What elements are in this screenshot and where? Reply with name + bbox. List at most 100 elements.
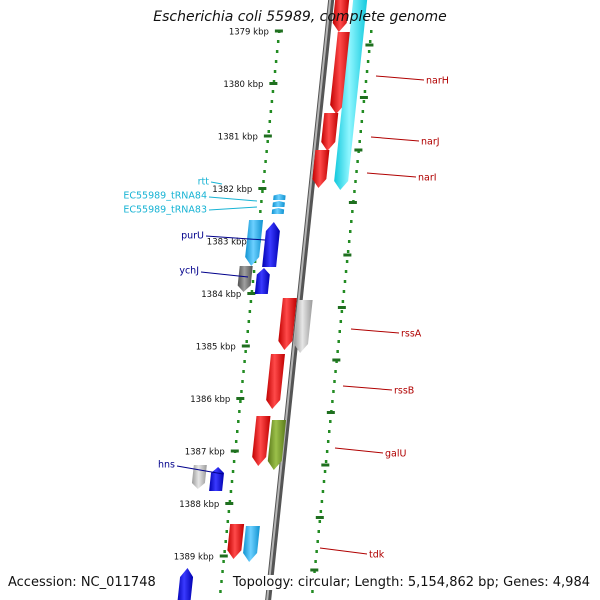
guide-dot-right — [368, 40, 372, 43]
guide-dot-left — [249, 300, 253, 303]
ruler-tick-right — [359, 96, 368, 99]
guide-dot-left — [245, 340, 248, 343]
guide-dot-right — [361, 110, 365, 113]
ruler-tick — [236, 397, 245, 400]
guide-dot-left — [263, 170, 266, 173]
gene-arrow-narG — [332, 0, 350, 32]
gene-label-ec55989_trna84: EC55989_tRNA84 — [123, 191, 207, 202]
ruler-tick-label: 1382 kbp — [212, 185, 252, 195]
gene-label-galu: galU — [385, 449, 406, 460]
guide-dot-right — [364, 80, 368, 83]
guide-dot-left — [221, 570, 224, 573]
gene-label-tdk: tdk — [369, 550, 385, 561]
guide-dot-right — [363, 90, 367, 93]
guide-dot-left — [231, 470, 235, 473]
gene-label-nari: narI — [418, 173, 437, 184]
gene-arrow-cyan-operon — [334, 0, 368, 190]
gene-label-puru: purU — [181, 231, 204, 242]
guide-dot-right — [359, 130, 362, 133]
guide-dot-left — [274, 60, 278, 63]
guide-dot-left — [266, 140, 269, 143]
gene-arrow-rssA-partner — [294, 300, 313, 353]
gene-arrow-lightblue — [245, 220, 264, 266]
gene-arrow-tdk — [243, 526, 260, 562]
guide-dot-right — [358, 140, 361, 143]
gene-leader-line — [366, 172, 417, 178]
guide-dot-left — [228, 500, 232, 503]
guide-dot-right — [324, 460, 328, 463]
gene-arrow-purU — [262, 222, 280, 267]
guide-dot-left — [261, 190, 264, 193]
gene-arrow-narJ — [321, 113, 339, 151]
guide-dot-right — [314, 560, 317, 563]
guide-dot-left — [234, 440, 238, 443]
gene-leader-line — [350, 328, 400, 334]
gene-arrow-hns — [209, 467, 224, 491]
ruler-tick-label: 1387 kbp — [185, 448, 225, 458]
guide-dot-right — [336, 350, 339, 353]
guide-dot-right — [337, 340, 340, 343]
guide-dot-left — [225, 530, 228, 533]
gene-arrow-galU — [252, 416, 271, 466]
gene-leader-line — [176, 465, 224, 475]
guide-dot-right — [311, 590, 314, 593]
guide-dot-right — [362, 100, 366, 103]
gene-label-ychj: ychJ — [179, 266, 199, 277]
guide-dot-left — [237, 420, 240, 423]
guide-dot-right — [345, 260, 349, 263]
gene-label-rssb: rssB — [394, 386, 414, 397]
guide-dot-right — [353, 190, 356, 193]
ruler-tick — [241, 344, 250, 348]
guide-dot-right — [319, 510, 323, 513]
ruler-tick — [269, 82, 278, 85]
guide-dot-right — [320, 500, 324, 503]
gene-leader-line — [210, 181, 223, 185]
gene-arrow-narH — [330, 32, 352, 114]
gene-leader-line — [205, 235, 266, 241]
guide-dot-right — [332, 390, 335, 393]
guide-dot-right — [322, 480, 326, 483]
guide-dot-left — [223, 550, 226, 553]
guide-dot-right — [316, 540, 319, 543]
gene-arrow-rssA — [278, 298, 297, 350]
guide-dot-left — [230, 480, 234, 483]
guide-dot-left — [272, 80, 276, 83]
guide-dot-right — [343, 280, 347, 283]
guide-dot-left — [222, 560, 225, 563]
guide-dot-left — [276, 40, 280, 43]
guide-dot-left — [240, 390, 243, 393]
gene-leader-line — [319, 547, 368, 555]
accession-label: Accession: NC_011748 — [8, 575, 156, 590]
gene-leader-line — [200, 271, 249, 278]
guide-dot-right — [340, 310, 344, 313]
guide-dot-left — [271, 90, 275, 93]
guide-dot-right — [318, 520, 322, 523]
guide-dot-left — [251, 280, 255, 283]
gene-arrow-bottom — [177, 568, 194, 600]
guide-dot-right — [365, 70, 369, 73]
guide-dot-right — [321, 490, 325, 493]
ruler-tick-right — [315, 516, 324, 519]
guide-dot-right — [317, 530, 320, 533]
trna-arrow-1 — [273, 194, 286, 200]
ruler-tick-label: 1389 kbp — [174, 553, 214, 563]
ruler-tick — [219, 554, 228, 558]
guide-dot-left — [259, 210, 262, 213]
guide-dot-right — [350, 220, 353, 223]
guide-dot-left — [248, 310, 252, 313]
guide-dot-left — [244, 350, 247, 353]
guide-dot-left — [229, 490, 233, 493]
gene-arrow-gray — [237, 266, 253, 292]
ruler-tick-right — [365, 43, 374, 47]
guide-dot-right — [355, 170, 358, 173]
ruler-tick — [230, 449, 239, 453]
guide-dot-right — [349, 230, 352, 233]
guide-dot-right — [370, 30, 373, 33]
guide-dot-right — [356, 160, 359, 163]
guide-dot-left — [227, 510, 231, 513]
guide-dot-left — [267, 130, 270, 133]
guide-dot-right — [334, 370, 337, 373]
gene-leader-line — [375, 75, 425, 81]
guide-dot-right — [367, 50, 371, 53]
